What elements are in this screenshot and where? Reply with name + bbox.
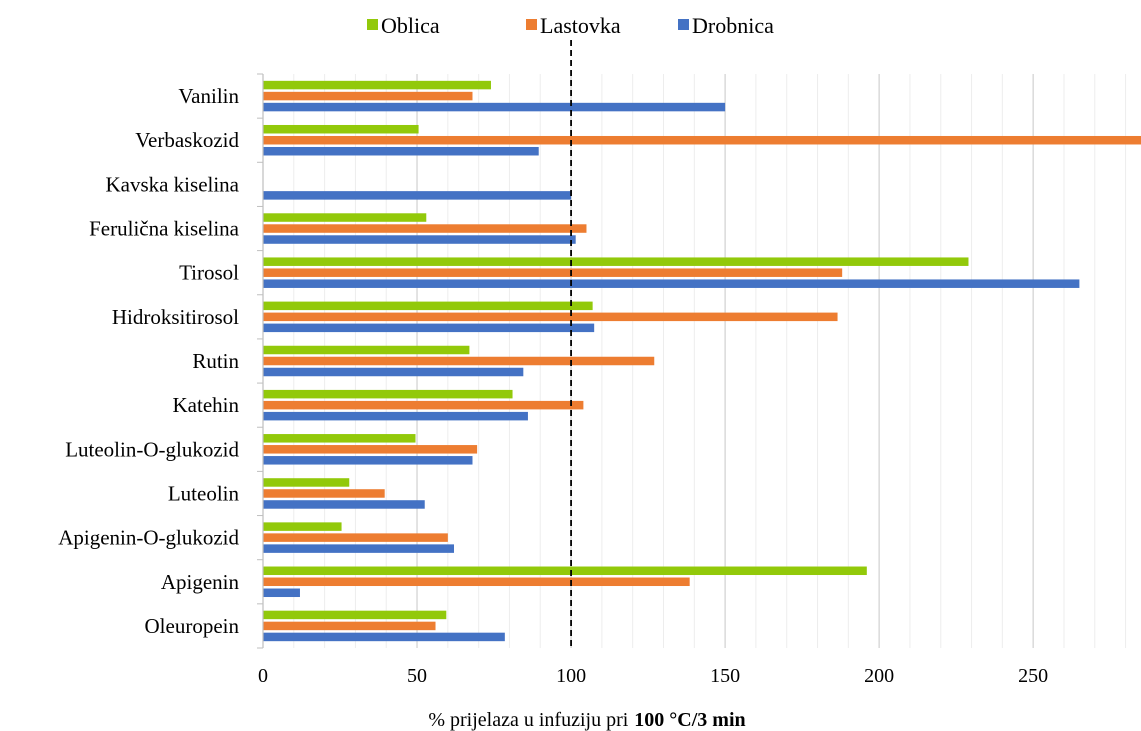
bar-lastovka-10 xyxy=(263,489,385,498)
bar-oblica-5 xyxy=(263,257,969,266)
x-tick-label: 250 xyxy=(1018,665,1048,687)
bar-lastovka-8 xyxy=(263,400,584,410)
category-labels: Vanilin Verbaskozid Kavska kiselina Ferulič… xyxy=(58,84,239,638)
category-label: Verbaskozid xyxy=(135,128,239,152)
bar-oblica-8 xyxy=(263,389,513,399)
bar-drobnica-3 xyxy=(263,191,572,200)
category-label: Hidroksitirosol xyxy=(112,305,239,329)
bar-oblica-1 xyxy=(263,80,491,90)
x-tick-label: 100 xyxy=(556,665,586,687)
bar-oblica-10 xyxy=(263,478,350,487)
x-tick-labels: 0 50 100 150 200 250 xyxy=(258,665,1048,687)
bar-drobnica-7 xyxy=(263,367,524,377)
bar-oblica-11 xyxy=(263,522,342,531)
bar-drobnica-8 xyxy=(263,411,528,421)
bar-oblica-6 xyxy=(263,301,593,311)
category-label: Apigenin xyxy=(161,570,240,594)
legend-label-oblica: Oblica xyxy=(381,13,440,38)
x-axis-title: % prijelaza u infuziju pri 100 °C/3 min xyxy=(428,709,745,731)
category-label: Kavska kiselina xyxy=(105,172,239,196)
bar-drobnica-1 xyxy=(263,102,726,112)
axes xyxy=(257,40,572,649)
category-label: Apigenin-O-glukozid xyxy=(58,526,239,550)
x-axis-title-prefix: % prijelaza u infuziju pri xyxy=(428,709,628,731)
bar-lastovka-11 xyxy=(263,533,448,542)
legend-swatch-oblica xyxy=(367,19,378,30)
x-axis-title-bold: 100 °C/3 min xyxy=(634,709,745,731)
x-tick-label: 150 xyxy=(710,665,740,687)
bar-drobnica-5 xyxy=(263,279,1080,288)
legend-label-drobnica: Drobnica xyxy=(692,13,774,38)
bar-drobnica-6 xyxy=(263,323,595,333)
bar-lastovka-2 xyxy=(263,135,1141,145)
x-tick-label: 0 xyxy=(258,665,268,687)
bar-drobnica-9 xyxy=(263,456,473,465)
category-label: Rutin xyxy=(192,349,239,373)
bar-oblica-7 xyxy=(263,345,470,355)
category-label: Ferulična kiselina xyxy=(89,217,240,241)
category-label: Luteolin xyxy=(168,481,240,505)
bar-lastovka-4 xyxy=(263,224,587,233)
bar-lastovka-6 xyxy=(263,312,838,322)
bar-oblica-2 xyxy=(263,124,419,134)
bar-drobnica-2 xyxy=(263,146,539,156)
grid-lines xyxy=(293,74,1127,648)
bar-drobnica-11 xyxy=(263,544,455,553)
x-tick-label: 50 xyxy=(407,665,427,687)
bar-lastovka-5 xyxy=(263,268,843,277)
bar-oblica-12 xyxy=(263,566,867,576)
bar-oblica-4 xyxy=(263,213,427,222)
legend-label-lastovka: Lastovka xyxy=(540,13,621,38)
bar-lastovka-12 xyxy=(263,577,690,587)
bar-lastovka-7 xyxy=(263,356,655,366)
bar-lastovka-9 xyxy=(263,445,478,454)
x-tick-label: 200 xyxy=(864,665,894,687)
category-label: Luteolin-O-glukozid xyxy=(65,437,239,461)
bar-oblica-9 xyxy=(263,434,416,443)
bars xyxy=(263,80,1141,642)
category-label: Tirosol xyxy=(179,261,239,285)
bar-lastovka-1 xyxy=(263,91,473,101)
category-label: Vanilin xyxy=(178,84,239,108)
category-label: Oleuropein xyxy=(145,614,240,638)
bar-drobnica-12 xyxy=(263,588,300,598)
legend-swatch-lastovka xyxy=(526,19,537,30)
bar-lastovka-13 xyxy=(263,621,436,631)
legend-swatch-drobnica xyxy=(678,19,689,30)
bar-drobnica-13 xyxy=(263,632,505,642)
bar-oblica-13 xyxy=(263,610,447,620)
category-label: Katehin xyxy=(173,393,240,417)
bar-drobnica-4 xyxy=(263,235,576,244)
legend: Oblica Lastovka Drobnica xyxy=(367,13,774,38)
bar-drobnica-10 xyxy=(263,500,425,509)
